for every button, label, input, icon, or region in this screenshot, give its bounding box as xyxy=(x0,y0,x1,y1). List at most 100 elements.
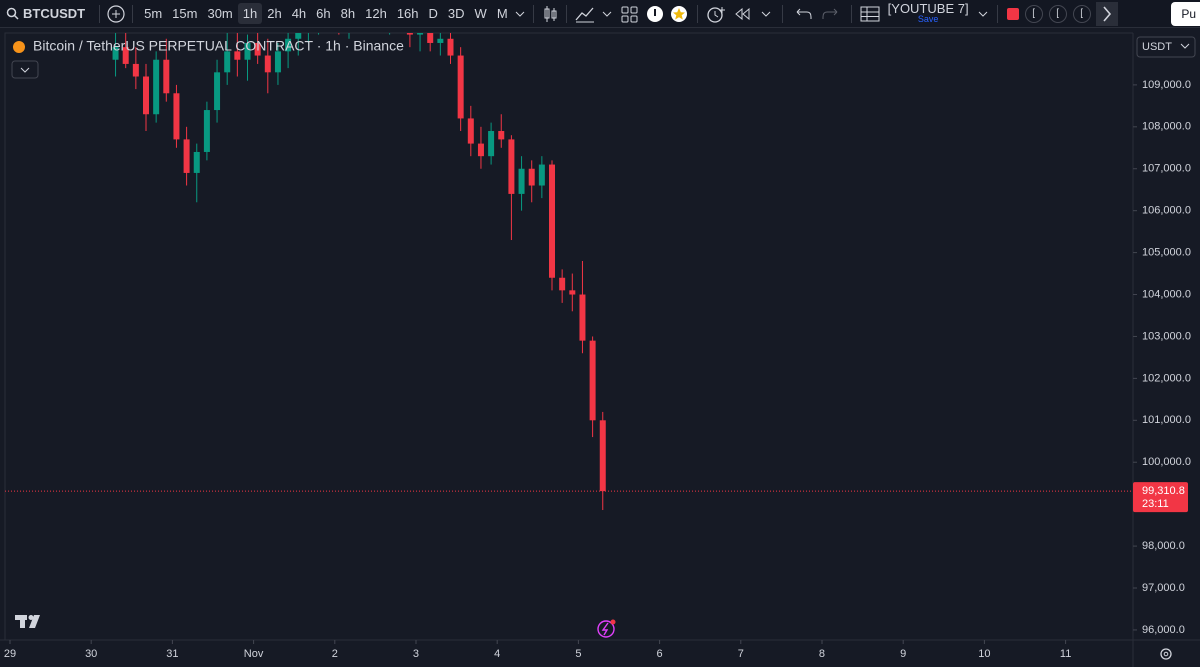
separator xyxy=(132,4,134,23)
symbol-search[interactable]: BTCUSDT xyxy=(0,3,93,24)
separator xyxy=(696,4,698,23)
x-tick-label: 7 xyxy=(738,648,744,660)
chart-type[interactable] xyxy=(540,4,560,24)
interval-button[interactable]: 12h xyxy=(365,6,387,21)
candle-body xyxy=(528,168,535,186)
separator xyxy=(99,4,101,23)
publish-button[interactable]: Pu xyxy=(1171,2,1200,26)
replay-dropdown[interactable] xyxy=(756,7,776,21)
price-axis xyxy=(1133,28,1200,640)
candle-body xyxy=(508,139,515,194)
candle-body xyxy=(193,151,200,173)
candle-body xyxy=(163,59,170,94)
interval-button[interactable]: 6h xyxy=(316,6,331,21)
add-symbol[interactable] xyxy=(106,4,126,24)
y-tick-label: 98,000.0 xyxy=(1142,540,1185,552)
candle-body xyxy=(498,131,505,140)
undo[interactable] xyxy=(789,4,817,24)
indicators[interactable] xyxy=(573,4,597,24)
interval-button[interactable]: 2h xyxy=(267,6,282,21)
candle-body xyxy=(488,131,495,157)
interval-button[interactable]: 1h xyxy=(237,3,263,24)
layouts[interactable] xyxy=(617,4,643,24)
shortcut-button[interactable]: [ xyxy=(1072,4,1091,23)
interval-button[interactable]: 16h xyxy=(396,6,419,21)
interval-button[interactable]: 30m xyxy=(207,6,233,21)
indicators-dropdown[interactable] xyxy=(597,7,617,21)
candle-body xyxy=(214,72,221,111)
record[interactable] xyxy=(1004,5,1022,23)
watchlist[interactable] xyxy=(858,4,882,24)
candle-body xyxy=(457,55,464,119)
favorite-icon[interactable] xyxy=(667,4,691,24)
candle-body xyxy=(254,42,261,56)
candle-body xyxy=(447,38,454,56)
price-countdown: 23:11 xyxy=(1142,498,1169,510)
shortcuts: [ [ [ xyxy=(1022,4,1094,23)
interval-button[interactable]: 8h xyxy=(340,6,356,21)
alert[interactable] xyxy=(704,4,730,24)
price-label-box xyxy=(1133,482,1188,513)
candle-body xyxy=(467,118,474,144)
y-tick-label: 101,000.0 xyxy=(1142,414,1191,426)
interval-button[interactable]: 15m xyxy=(172,6,198,21)
x-tick-label: 31 xyxy=(166,648,178,660)
candle-body xyxy=(122,47,129,64)
candle-body xyxy=(305,28,311,30)
y-tick-label: 97,000.0 xyxy=(1142,582,1185,594)
candle-body xyxy=(234,51,241,60)
separator xyxy=(850,4,852,23)
shortcut-button[interactable]: [ xyxy=(1024,4,1043,23)
candle-body xyxy=(132,63,139,77)
currency-box[interactable] xyxy=(1136,36,1196,58)
shortcut-button[interactable]: [ xyxy=(1048,4,1067,23)
search-icon xyxy=(6,7,19,20)
y-tick-label: 102,000.0 xyxy=(1142,372,1191,384)
candles xyxy=(112,28,606,511)
y-tick-label: 107,000.0 xyxy=(1142,163,1191,175)
candle-body xyxy=(549,164,556,278)
candle-body xyxy=(538,164,545,186)
redo[interactable] xyxy=(817,4,845,24)
layout-dropdown[interactable] xyxy=(975,7,991,21)
overlay: 109,000.0 108,000.0 107,000.0 106,000.0 105,… xyxy=(4,79,1191,660)
lightning-icon[interactable] xyxy=(597,619,616,638)
y-tick-label: 100,000.0 xyxy=(1142,456,1191,468)
interval-button[interactable]: M xyxy=(496,6,508,21)
y-tick-label: 106,000.0 xyxy=(1142,205,1191,217)
candle-body xyxy=(589,340,596,421)
candle-body xyxy=(569,290,576,295)
candle-body xyxy=(173,93,180,140)
candle-body xyxy=(224,51,231,73)
interval-button[interactable]: 3D xyxy=(447,6,465,21)
layout-status: Save xyxy=(917,13,939,24)
x-tick-label: 29 xyxy=(4,648,16,660)
interval-dropdown[interactable] xyxy=(513,7,527,21)
currency: USDT xyxy=(1142,41,1172,53)
expand[interactable] xyxy=(1095,1,1118,26)
x-tick-label: Nov xyxy=(244,648,264,660)
alert-icon[interactable] xyxy=(643,4,667,24)
x-tick-label: 10 xyxy=(978,648,990,660)
candle-body xyxy=(427,33,434,43)
settings-icon[interactable] xyxy=(1160,648,1172,660)
interval-button[interactable]: D xyxy=(428,6,438,21)
replay[interactable] xyxy=(730,4,756,24)
symbol: BTCUSDT xyxy=(23,6,86,21)
y-tick-label: 105,000.0 xyxy=(1142,247,1191,259)
layout-name[interactable]: [YOUTUBE 7] Save xyxy=(882,2,975,25)
separator xyxy=(781,4,783,23)
x-tick-label: 8 xyxy=(819,648,825,660)
interval-button[interactable]: 5m xyxy=(144,6,163,21)
candle-body xyxy=(153,59,160,115)
x-tick-label: 30 xyxy=(85,648,97,660)
candle-body xyxy=(112,47,119,60)
interval-button[interactable]: W xyxy=(474,6,487,21)
x-tick-label: 11 xyxy=(1060,648,1071,660)
interval-button[interactable]: 4h xyxy=(291,6,307,21)
candle-body xyxy=(417,33,424,35)
collapse-legend[interactable] xyxy=(11,60,39,79)
candle-body xyxy=(518,168,525,194)
currency-dropdown xyxy=(1180,43,1190,49)
candle-body xyxy=(477,143,484,157)
